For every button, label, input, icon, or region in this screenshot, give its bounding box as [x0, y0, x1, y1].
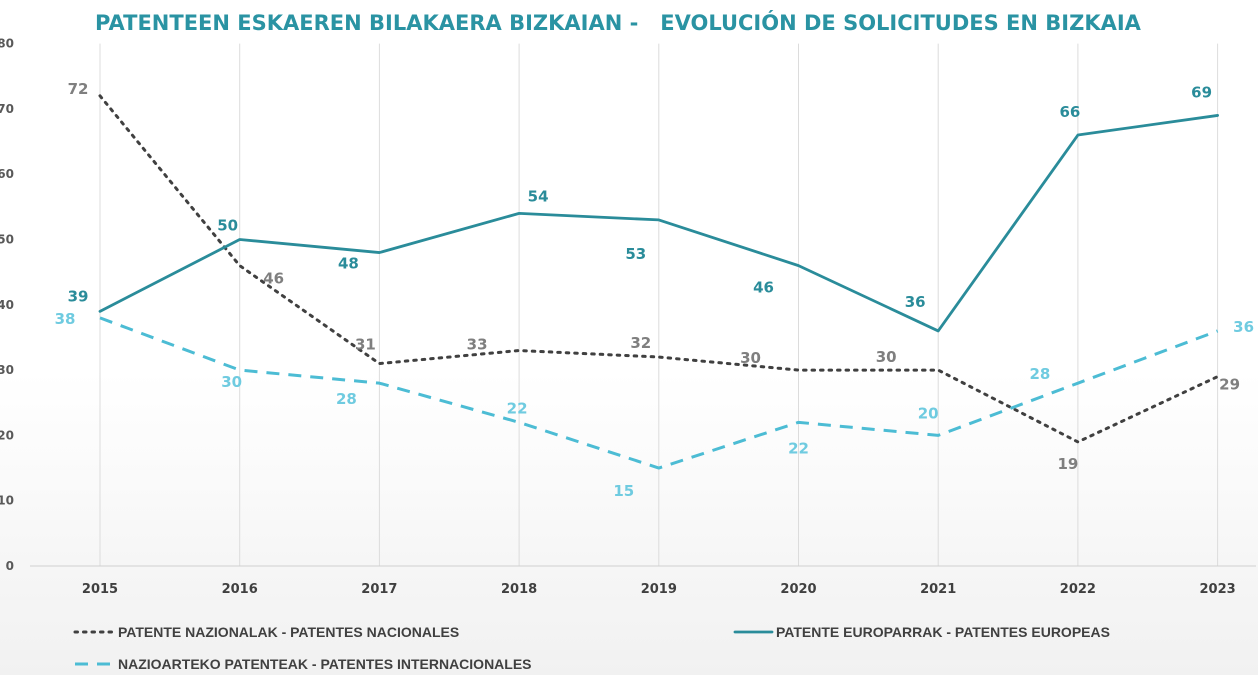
legend-label-europeas: PATENTE EUROPARRAK - PATENTES EUROPEAS	[776, 624, 1110, 640]
data-label: 72	[68, 80, 89, 98]
data-label: 28	[336, 390, 357, 408]
data-label: 29	[1219, 376, 1240, 394]
x-tick-label: 2021	[920, 582, 956, 597]
data-label: 50	[217, 217, 238, 235]
y-tick-label: 30	[0, 363, 14, 377]
data-labels: 72 46 31 33 32 30 30 19 29 39 50 48 54 53 46 36 66 69 38 30…	[55, 80, 1254, 500]
legend-item-nacionales: PATENTE NAZIONALAK - PATENTES NACIONALES	[73, 624, 459, 640]
series-lines	[98, 94, 1220, 470]
y-tick-label: 40	[0, 298, 14, 312]
data-label: 28	[1029, 365, 1050, 383]
data-label: 22	[507, 399, 528, 417]
legend-item-internacionales: NAZIOARTEKO PATENTEAK - PATENTES INTERNA…	[75, 656, 532, 672]
data-label: 20	[918, 404, 939, 422]
y-tick-label: 20	[0, 428, 14, 442]
data-label: 53	[625, 245, 646, 263]
data-label: 36	[1233, 318, 1254, 336]
series-line-2	[99, 316, 1219, 470]
x-tick-label: 2023	[1200, 582, 1236, 597]
series-line-1	[98, 114, 1219, 333]
chart-title: PATENTEEN ESKAEREN BILAKAERA BIZKAIAN - …	[95, 10, 1142, 35]
data-label: 38	[55, 310, 76, 328]
data-label: 15	[613, 482, 634, 500]
data-label: 69	[1191, 83, 1212, 101]
y-tick-label: 60	[0, 167, 14, 181]
y-tick-label: 10	[0, 494, 14, 508]
legend-label-internacionales: NAZIOARTEKO PATENTEAK - PATENTES INTERNA…	[118, 656, 532, 672]
data-label: 31	[355, 336, 376, 354]
data-label: 32	[630, 334, 651, 352]
data-label: 48	[338, 255, 359, 273]
data-label: 46	[753, 279, 774, 297]
data-label: 33	[467, 336, 488, 354]
x-tick-label: 2019	[641, 582, 677, 597]
data-label: 39	[68, 287, 89, 305]
data-label: 22	[788, 439, 809, 457]
y-tick-label: 80	[0, 37, 14, 51]
data-label: 46	[263, 270, 284, 288]
series-line-0	[98, 94, 1220, 444]
y-tick-label: 0	[6, 559, 14, 573]
x-tick-label: 2015	[82, 582, 118, 597]
gridlines	[99, 43, 1219, 566]
data-label: 54	[528, 187, 549, 205]
x-tick-label: 2017	[361, 582, 397, 597]
legend-label-nacionales: PATENTE NAZIONALAK - PATENTES NACIONALES	[118, 624, 459, 640]
legend: PATENTE NAZIONALAK - PATENTES NACIONALES…	[73, 624, 1110, 672]
data-label: 30	[876, 348, 897, 366]
legend-item-europeas: PATENTE EUROPARRAK - PATENTES EUROPEAS	[733, 624, 1110, 640]
data-label: 66	[1059, 103, 1080, 121]
x-tick-label: 2020	[780, 582, 816, 597]
data-label: 19	[1057, 455, 1078, 473]
data-label: 36	[905, 293, 926, 311]
data-label: 30	[740, 349, 761, 367]
data-label: 30	[221, 373, 242, 391]
x-tick-label: 2018	[501, 582, 537, 597]
x-tick-label: 2016	[222, 582, 258, 597]
y-tick-label: 70	[0, 102, 14, 116]
x-tick-label: 2022	[1060, 582, 1096, 597]
y-tick-label: 50	[0, 233, 14, 247]
